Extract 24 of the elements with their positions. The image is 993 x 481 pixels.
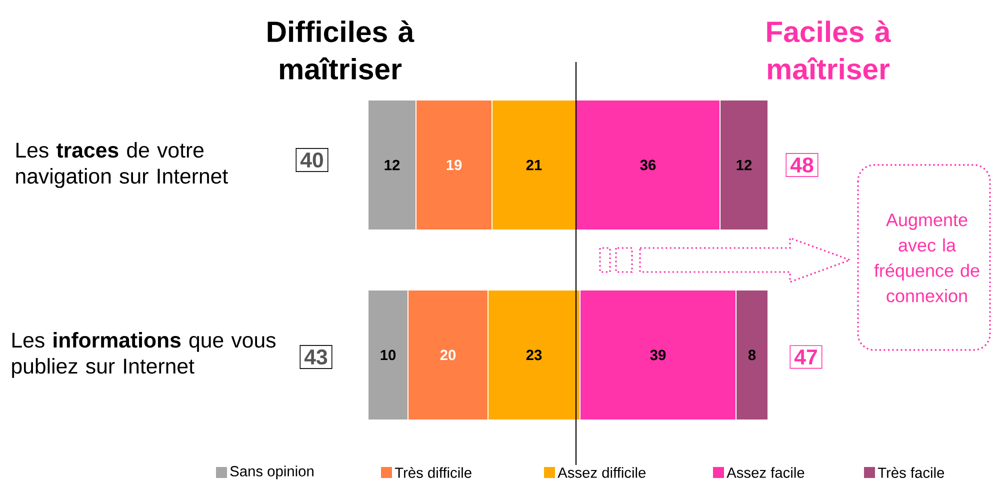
annotation: Faciles à maîtriser — [767, 20, 891, 80]
data-label: 8 — [748, 350, 756, 360]
text: 43 — [304, 349, 328, 365]
annotation: Difficiles à maîtriser — [268, 20, 414, 80]
data-label: 23 — [526, 350, 542, 360]
text: 47 — [794, 350, 817, 364]
data-label: 21 — [526, 160, 542, 170]
legend-label: Assez facile — [726, 467, 804, 478]
data-label: 10 — [380, 350, 396, 360]
data-label: 36 — [640, 160, 656, 170]
data-label: 39 — [650, 350, 666, 360]
data-label: 12 — [736, 160, 752, 170]
data-label: 19 — [446, 160, 462, 170]
legend-label: Assez difficile — [558, 467, 646, 478]
text: 40 — [300, 152, 323, 168]
legend-label: Très difficile — [394, 467, 472, 478]
legend-label: Sans opinion — [230, 466, 314, 480]
data-label: 20 — [440, 350, 456, 360]
y-tick-label: Les informations que vous publiez sur Internet — [12, 332, 276, 378]
legend-label: Très facile — [878, 467, 944, 478]
y-tick-label: Les traces de votre navigation sur Internet — [16, 142, 228, 188]
text: Augmente avec la fréquence de connexion — [874, 214, 980, 302]
text: 48 — [790, 157, 814, 173]
data-label: 12 — [384, 160, 400, 170]
